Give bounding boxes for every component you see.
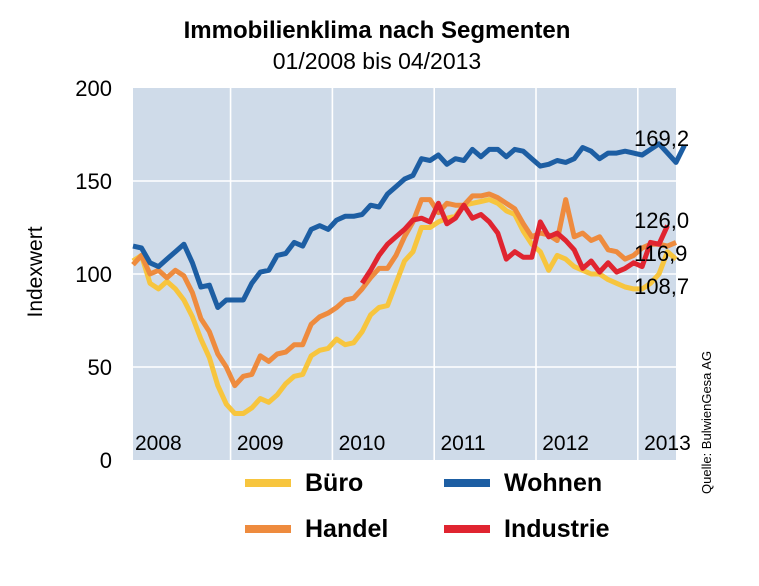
y-axis-ticks: 0 50 100 150 200	[75, 76, 112, 473]
year-label: 2013	[644, 432, 691, 455]
chart-title: Immobilienklima nach Segmenten	[184, 17, 571, 44]
y-tick-label: 100	[75, 262, 112, 287]
end-value-label: 108,7	[634, 274, 689, 299]
series-line-wohnen	[132, 141, 687, 310]
y-tick-label: 150	[75, 169, 112, 194]
year-label: 2010	[339, 432, 386, 455]
series-lines	[131, 141, 687, 416]
year-label: 2012	[542, 432, 589, 455]
end-value-labels: 169,2 126,0 116,9 108,7	[634, 126, 689, 299]
year-labels: 2008 2009 2010 2011 2012 2013	[135, 432, 691, 455]
legend-label-handel: Handel	[305, 515, 388, 543]
y-tick-label: 200	[75, 76, 112, 101]
y-axis-label: Indexwert	[24, 226, 47, 317]
legend-label-wohnen: Wohnen	[504, 469, 602, 497]
year-label: 2009	[237, 432, 284, 455]
end-value-label: 169,2	[634, 126, 689, 151]
legend-label-büro: Büro	[305, 469, 363, 497]
year-label: 2011	[440, 432, 485, 455]
series-line-industrie	[360, 200, 670, 285]
end-value-label: 126,0	[634, 208, 689, 233]
y-tick-label: 0	[100, 448, 112, 473]
series-line-büro	[131, 197, 678, 416]
y-tick-label: 50	[88, 355, 112, 380]
end-value-label: 116,9	[634, 241, 687, 266]
year-label: 2008	[135, 432, 182, 455]
legend-label-industrie: Industrie	[504, 515, 610, 543]
legend: Büro Handel Wohnen Industrie	[245, 469, 610, 543]
series-line-handel	[131, 191, 677, 389]
source-note: Quelle: BulwienGesa AG	[699, 351, 714, 494]
chart-subtitle: 01/2008 bis 04/2013	[273, 48, 481, 74]
